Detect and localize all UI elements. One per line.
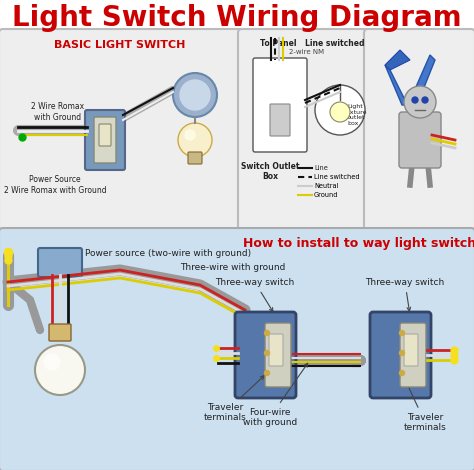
FancyBboxPatch shape xyxy=(94,117,116,163)
FancyBboxPatch shape xyxy=(399,112,441,168)
Circle shape xyxy=(404,86,436,118)
Text: BASIC LIGHT SWITCH: BASIC LIGHT SWITCH xyxy=(55,40,186,50)
Circle shape xyxy=(330,102,350,122)
Circle shape xyxy=(173,73,217,117)
Text: 2-wire NM: 2-wire NM xyxy=(290,49,325,55)
Circle shape xyxy=(264,351,270,355)
Text: 2 Wire Romax
with Ground: 2 Wire Romax with Ground xyxy=(31,102,84,122)
FancyBboxPatch shape xyxy=(235,312,296,398)
Circle shape xyxy=(412,97,418,103)
Text: Three-way switch: Three-way switch xyxy=(215,278,295,312)
FancyBboxPatch shape xyxy=(253,58,307,152)
FancyBboxPatch shape xyxy=(269,334,283,366)
Circle shape xyxy=(178,123,212,157)
Text: Neutral: Neutral xyxy=(314,183,338,189)
Circle shape xyxy=(400,351,404,355)
FancyBboxPatch shape xyxy=(0,29,244,232)
Text: Traveler
terminals: Traveler terminals xyxy=(403,376,447,432)
FancyBboxPatch shape xyxy=(0,228,474,470)
Circle shape xyxy=(180,80,210,110)
Text: Three-way switch: Three-way switch xyxy=(365,278,445,311)
Text: Line switched: Line switched xyxy=(314,174,360,180)
FancyBboxPatch shape xyxy=(370,312,431,398)
Circle shape xyxy=(422,97,428,103)
FancyBboxPatch shape xyxy=(270,104,290,136)
FancyBboxPatch shape xyxy=(188,152,202,164)
Text: Line switched: Line switched xyxy=(305,39,365,48)
FancyBboxPatch shape xyxy=(265,323,291,387)
Circle shape xyxy=(185,130,195,140)
Text: Power Source
2 Wire Romax with Ground: Power Source 2 Wire Romax with Ground xyxy=(4,175,106,195)
Text: Traveler
terminals: Traveler terminals xyxy=(204,376,264,422)
Polygon shape xyxy=(385,50,410,70)
Circle shape xyxy=(264,370,270,376)
Circle shape xyxy=(44,354,60,370)
Text: Switch Outlet
Box: Switch Outlet Box xyxy=(241,162,299,181)
Polygon shape xyxy=(385,55,435,110)
Text: Ground: Ground xyxy=(314,192,338,198)
Text: How to install to way light switch: How to install to way light switch xyxy=(244,237,474,251)
Circle shape xyxy=(400,330,404,336)
Circle shape xyxy=(315,85,365,135)
Text: To Panel: To Panel xyxy=(260,39,296,48)
FancyBboxPatch shape xyxy=(238,29,369,232)
FancyBboxPatch shape xyxy=(38,248,82,277)
FancyBboxPatch shape xyxy=(49,324,71,341)
FancyBboxPatch shape xyxy=(99,124,111,146)
Text: Power source (two-wire with ground): Power source (two-wire with ground) xyxy=(85,249,251,258)
Text: Line: Line xyxy=(314,165,328,171)
FancyBboxPatch shape xyxy=(364,29,474,232)
Text: Three-wire with ground: Three-wire with ground xyxy=(180,264,285,273)
Text: Four-wire
with ground: Four-wire with ground xyxy=(243,363,308,427)
Circle shape xyxy=(400,370,404,376)
FancyBboxPatch shape xyxy=(404,334,418,366)
FancyBboxPatch shape xyxy=(85,110,125,170)
Circle shape xyxy=(264,330,270,336)
FancyBboxPatch shape xyxy=(400,323,426,387)
Text: Light Switch Wiring Diagram: Light Switch Wiring Diagram xyxy=(12,4,462,32)
Circle shape xyxy=(35,345,85,395)
Text: Light
fixture
outlet
box: Light fixture outlet box xyxy=(347,104,367,126)
